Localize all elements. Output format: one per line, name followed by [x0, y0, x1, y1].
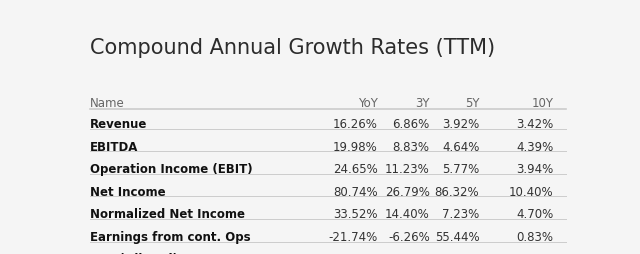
- Text: 27.64%: 27.64%: [385, 252, 429, 254]
- Text: 55.44%: 55.44%: [435, 230, 479, 243]
- Text: 3.42%: 3.42%: [516, 118, 554, 131]
- Text: YoY: YoY: [358, 97, 378, 110]
- Text: 16.26%: 16.26%: [333, 118, 378, 131]
- Text: EBITDA: EBITDA: [90, 140, 138, 153]
- Text: 8.83%: 8.83%: [393, 140, 429, 153]
- Text: 5.77%: 5.77%: [442, 163, 479, 176]
- Text: 24.65%: 24.65%: [333, 163, 378, 176]
- Text: 80.74%: 80.74%: [333, 185, 378, 198]
- Text: 3Y: 3Y: [415, 97, 429, 110]
- Text: 10.40%: 10.40%: [509, 185, 554, 198]
- Text: EPS (Diluted): EPS (Diluted): [90, 252, 178, 254]
- Text: 26.79%: 26.79%: [385, 185, 429, 198]
- Text: 84.25%: 84.25%: [333, 252, 378, 254]
- Text: Normalized Net Income: Normalized Net Income: [90, 208, 245, 220]
- Text: Net Income: Net Income: [90, 185, 166, 198]
- Text: 5Y: 5Y: [465, 97, 479, 110]
- Text: 14.40%: 14.40%: [385, 208, 429, 220]
- Text: 33.52%: 33.52%: [333, 208, 378, 220]
- Text: Earnings from cont. Ops: Earnings from cont. Ops: [90, 230, 250, 243]
- Text: 4.64%: 4.64%: [442, 140, 479, 153]
- Text: 19.98%: 19.98%: [333, 140, 378, 153]
- Text: Compound Annual Growth Rates (TTM): Compound Annual Growth Rates (TTM): [90, 38, 495, 58]
- Text: Revenue: Revenue: [90, 118, 147, 131]
- Text: Operation Income (EBIT): Operation Income (EBIT): [90, 163, 253, 176]
- Text: 86.32%: 86.32%: [435, 185, 479, 198]
- Text: 11.42%: 11.42%: [509, 252, 554, 254]
- Text: 4.70%: 4.70%: [516, 208, 554, 220]
- Text: Name: Name: [90, 97, 125, 110]
- Text: 4.39%: 4.39%: [516, 140, 554, 153]
- Text: 3.94%: 3.94%: [516, 163, 554, 176]
- Text: 87.61%: 87.61%: [435, 252, 479, 254]
- Text: 0.83%: 0.83%: [516, 230, 554, 243]
- Text: 3.92%: 3.92%: [442, 118, 479, 131]
- Text: -6.26%: -6.26%: [388, 230, 429, 243]
- Text: 7.23%: 7.23%: [442, 208, 479, 220]
- Text: 6.86%: 6.86%: [392, 118, 429, 131]
- Text: 11.23%: 11.23%: [385, 163, 429, 176]
- Text: 10Y: 10Y: [532, 97, 554, 110]
- Text: -21.74%: -21.74%: [328, 230, 378, 243]
